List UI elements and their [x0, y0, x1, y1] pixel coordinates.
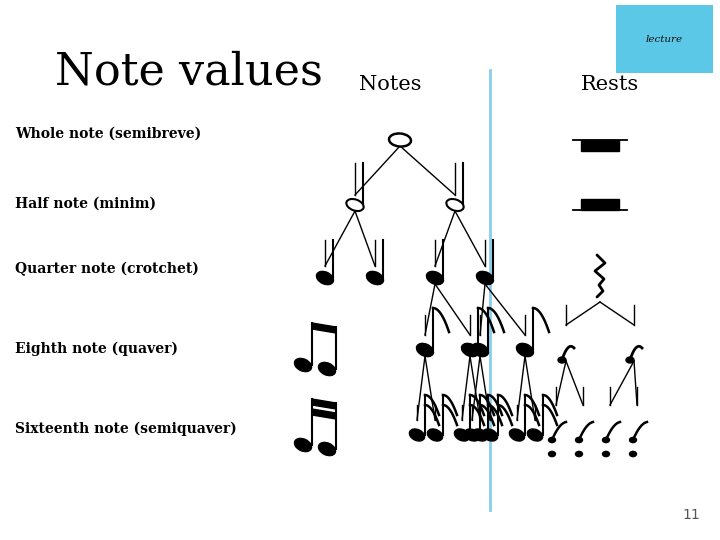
Ellipse shape — [318, 442, 336, 456]
Ellipse shape — [629, 437, 636, 443]
Text: Quarter note (crotchet): Quarter note (crotchet) — [15, 262, 199, 276]
Ellipse shape — [294, 438, 312, 451]
Ellipse shape — [549, 451, 556, 457]
Text: Whole note (semibreve): Whole note (semibreve) — [15, 127, 202, 141]
Ellipse shape — [472, 343, 489, 356]
Ellipse shape — [626, 357, 634, 363]
Ellipse shape — [603, 451, 610, 457]
Ellipse shape — [454, 429, 469, 441]
Ellipse shape — [446, 199, 464, 211]
Ellipse shape — [603, 437, 610, 443]
Ellipse shape — [527, 429, 543, 441]
Ellipse shape — [416, 343, 433, 356]
Ellipse shape — [426, 272, 444, 285]
Ellipse shape — [389, 133, 411, 146]
Ellipse shape — [317, 272, 333, 285]
Ellipse shape — [482, 429, 498, 441]
Ellipse shape — [318, 362, 336, 376]
Ellipse shape — [472, 429, 487, 441]
Ellipse shape — [464, 429, 480, 441]
Text: Rests: Rests — [581, 75, 639, 94]
Polygon shape — [581, 199, 619, 210]
Ellipse shape — [629, 451, 636, 457]
Ellipse shape — [516, 343, 534, 356]
Ellipse shape — [346, 199, 364, 211]
Polygon shape — [312, 409, 336, 419]
Ellipse shape — [575, 451, 582, 457]
Text: Half note (minim): Half note (minim) — [15, 197, 156, 211]
Text: Notes: Notes — [359, 75, 421, 94]
Ellipse shape — [575, 437, 582, 443]
FancyBboxPatch shape — [616, 5, 713, 73]
Ellipse shape — [509, 429, 525, 441]
Text: Eighth note (quaver): Eighth note (quaver) — [15, 342, 178, 356]
Text: lecture: lecture — [646, 35, 683, 44]
Text: Sixteenth note (semiquaver): Sixteenth note (semiquaver) — [15, 422, 237, 436]
Ellipse shape — [366, 272, 384, 285]
Ellipse shape — [549, 437, 556, 443]
Ellipse shape — [477, 272, 493, 285]
Text: 11: 11 — [683, 508, 700, 522]
Ellipse shape — [428, 429, 443, 441]
Text: Note values: Note values — [55, 50, 323, 93]
Ellipse shape — [294, 359, 312, 372]
Polygon shape — [312, 323, 336, 333]
Ellipse shape — [558, 357, 566, 363]
Ellipse shape — [410, 429, 425, 441]
Ellipse shape — [462, 343, 479, 356]
Polygon shape — [312, 399, 336, 409]
Polygon shape — [581, 140, 619, 151]
